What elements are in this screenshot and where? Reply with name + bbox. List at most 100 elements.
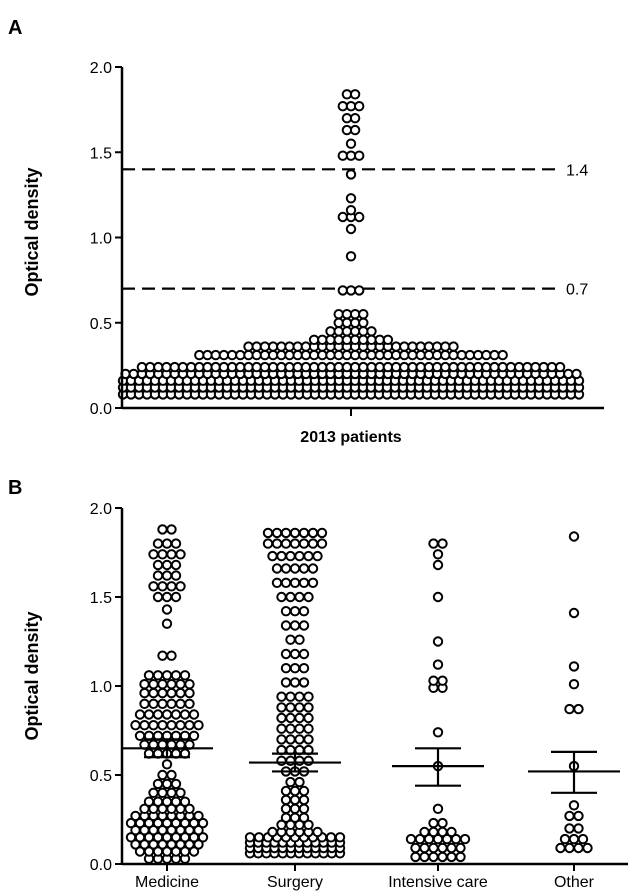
panel-b-0-data-point bbox=[143, 796, 155, 807]
panel-b-1-data-point bbox=[298, 563, 310, 574]
panel-a-data-point bbox=[333, 317, 344, 328]
panel-b-1-data-point bbox=[271, 577, 283, 588]
panel-a-data-point bbox=[399, 341, 410, 352]
panel-b-0-data-point bbox=[130, 810, 141, 822]
panel-b-1-data-point bbox=[294, 691, 305, 702]
panel-a-data-point bbox=[472, 349, 484, 361]
panel-a-data-point bbox=[308, 349, 320, 361]
panel-a-data-point bbox=[390, 361, 402, 373]
panel-b-1-data-point bbox=[316, 527, 328, 539]
panel-b-2-data-point bbox=[459, 833, 471, 845]
panel-a-data-point bbox=[464, 361, 476, 373]
panel-a-y-tick-label: 1.0 bbox=[90, 231, 112, 248]
panel-a-data-point bbox=[354, 101, 365, 112]
panel-a-data-point bbox=[440, 361, 451, 373]
panel-b-1-data-point bbox=[285, 734, 296, 745]
panel-b-3-data-point bbox=[573, 823, 584, 834]
panel-b-y-tick-label: 0.5 bbox=[90, 768, 112, 785]
panel-b-0-data-point bbox=[139, 720, 150, 731]
panel-a-y-tick-label: 1.5 bbox=[90, 145, 112, 162]
panel-b-3-data-point bbox=[568, 800, 580, 811]
panel-a-data-point bbox=[202, 349, 213, 361]
panel-b-1-data-point bbox=[289, 785, 301, 797]
panel-a-data-point bbox=[292, 349, 303, 361]
panel-b-1-data-point bbox=[280, 663, 292, 674]
panel-b-2-data-point bbox=[432, 559, 444, 571]
panel-b-0-data-point bbox=[179, 709, 191, 720]
panel-a-data-point bbox=[333, 361, 344, 373]
panel-b-1-data-point bbox=[280, 577, 292, 588]
panel-b-3-data-point bbox=[573, 703, 584, 715]
panel-b-2-data-point bbox=[419, 842, 430, 854]
panel-b-3-data-point bbox=[568, 607, 580, 619]
panel-a-data-point bbox=[185, 361, 197, 373]
panel-b-3-data-point bbox=[568, 531, 580, 542]
panel-a-data-point bbox=[136, 361, 148, 373]
panel-b-3-data-point bbox=[564, 703, 575, 715]
panel-b-0-data-point bbox=[175, 549, 186, 560]
panel-a-data-point bbox=[177, 361, 189, 373]
panel-b-1-data-point bbox=[276, 755, 287, 766]
panel-b-1-data-point bbox=[303, 712, 314, 724]
panel-b-1-data-point bbox=[280, 538, 292, 549]
panel-a-data-point bbox=[415, 361, 426, 373]
panel-a-data-point bbox=[218, 361, 230, 373]
panel-b-1-data-point bbox=[280, 785, 292, 797]
panel-b-1-data-point bbox=[289, 794, 301, 806]
panel-a: A Optical density 2013 patients 0.0 0.5 1.… bbox=[8, 17, 604, 446]
panel-a-data-point bbox=[341, 326, 353, 337]
panel-a-data-point bbox=[366, 361, 377, 373]
panel-b-category-label: Surgery bbox=[267, 874, 323, 891]
panel-b-0-data-point bbox=[157, 650, 168, 661]
panel-b-1-data-point bbox=[276, 550, 287, 562]
panel-a-reference-label: 1.4 bbox=[566, 162, 588, 179]
panel-b-3-data-point bbox=[564, 842, 575, 854]
panel-b-0-data-point bbox=[161, 559, 173, 571]
panel-a-data-point bbox=[423, 341, 435, 352]
panel-b-2-data-point bbox=[410, 842, 421, 854]
panel-a-data-point bbox=[325, 361, 336, 373]
panel-b-1-data-point bbox=[280, 812, 292, 823]
panel-b-1-data-point bbox=[276, 723, 287, 734]
panel-b-1-data-point bbox=[289, 803, 301, 814]
panel-a-data-point bbox=[349, 334, 361, 345]
panel-a-data-point bbox=[554, 361, 566, 373]
panel-b-1-data-point bbox=[307, 527, 319, 539]
panel-a-data-point bbox=[497, 361, 508, 373]
panel-a-data-point bbox=[325, 334, 336, 345]
panel-b-3-data-point bbox=[568, 833, 580, 845]
panel-b-0-data-point bbox=[134, 730, 146, 741]
panel-b-0-data-point bbox=[161, 670, 173, 681]
panel-b-1-data-point bbox=[294, 734, 305, 745]
panel-b-2-data-point bbox=[432, 727, 444, 738]
panel-a-data-point bbox=[345, 223, 357, 235]
panel-b-0-data-point bbox=[134, 709, 146, 720]
panel-a-data-point bbox=[349, 349, 361, 361]
panel-b-2-data-point bbox=[455, 851, 466, 863]
panel-b-0-data-point bbox=[152, 591, 164, 603]
panel-a-data-point bbox=[423, 361, 435, 373]
panel-a-data-point bbox=[349, 309, 361, 320]
panel-a-data-point bbox=[337, 285, 348, 296]
panel-a-data-point bbox=[337, 211, 348, 223]
panel-b-1-data-point bbox=[280, 527, 292, 539]
panel-b-2-data-point bbox=[410, 851, 421, 863]
panel-b-axes bbox=[120, 508, 628, 866]
panel-b-1-data-point bbox=[298, 785, 310, 797]
panel-b-1-data-point bbox=[312, 826, 323, 838]
panel-b-0-data-point bbox=[148, 581, 159, 592]
panel-a-data-point bbox=[382, 361, 394, 373]
panel-b-y-tick-label: 0.0 bbox=[90, 857, 112, 874]
panel-b-0-data-point bbox=[161, 604, 173, 615]
panel-b-0-data-point bbox=[175, 698, 186, 709]
panel-a-data-point bbox=[235, 361, 246, 373]
panel-a-data-point bbox=[354, 285, 365, 296]
panel-b-1-data-point bbox=[303, 734, 314, 745]
panel-a-data-point bbox=[349, 89, 361, 100]
panel-b-1-data-point bbox=[325, 832, 337, 843]
panel-a-data-point bbox=[333, 326, 344, 337]
panel-b-0-data-point bbox=[170, 591, 182, 603]
panel-b-1-data-point bbox=[298, 803, 310, 814]
panel-a-data-point bbox=[226, 349, 238, 361]
